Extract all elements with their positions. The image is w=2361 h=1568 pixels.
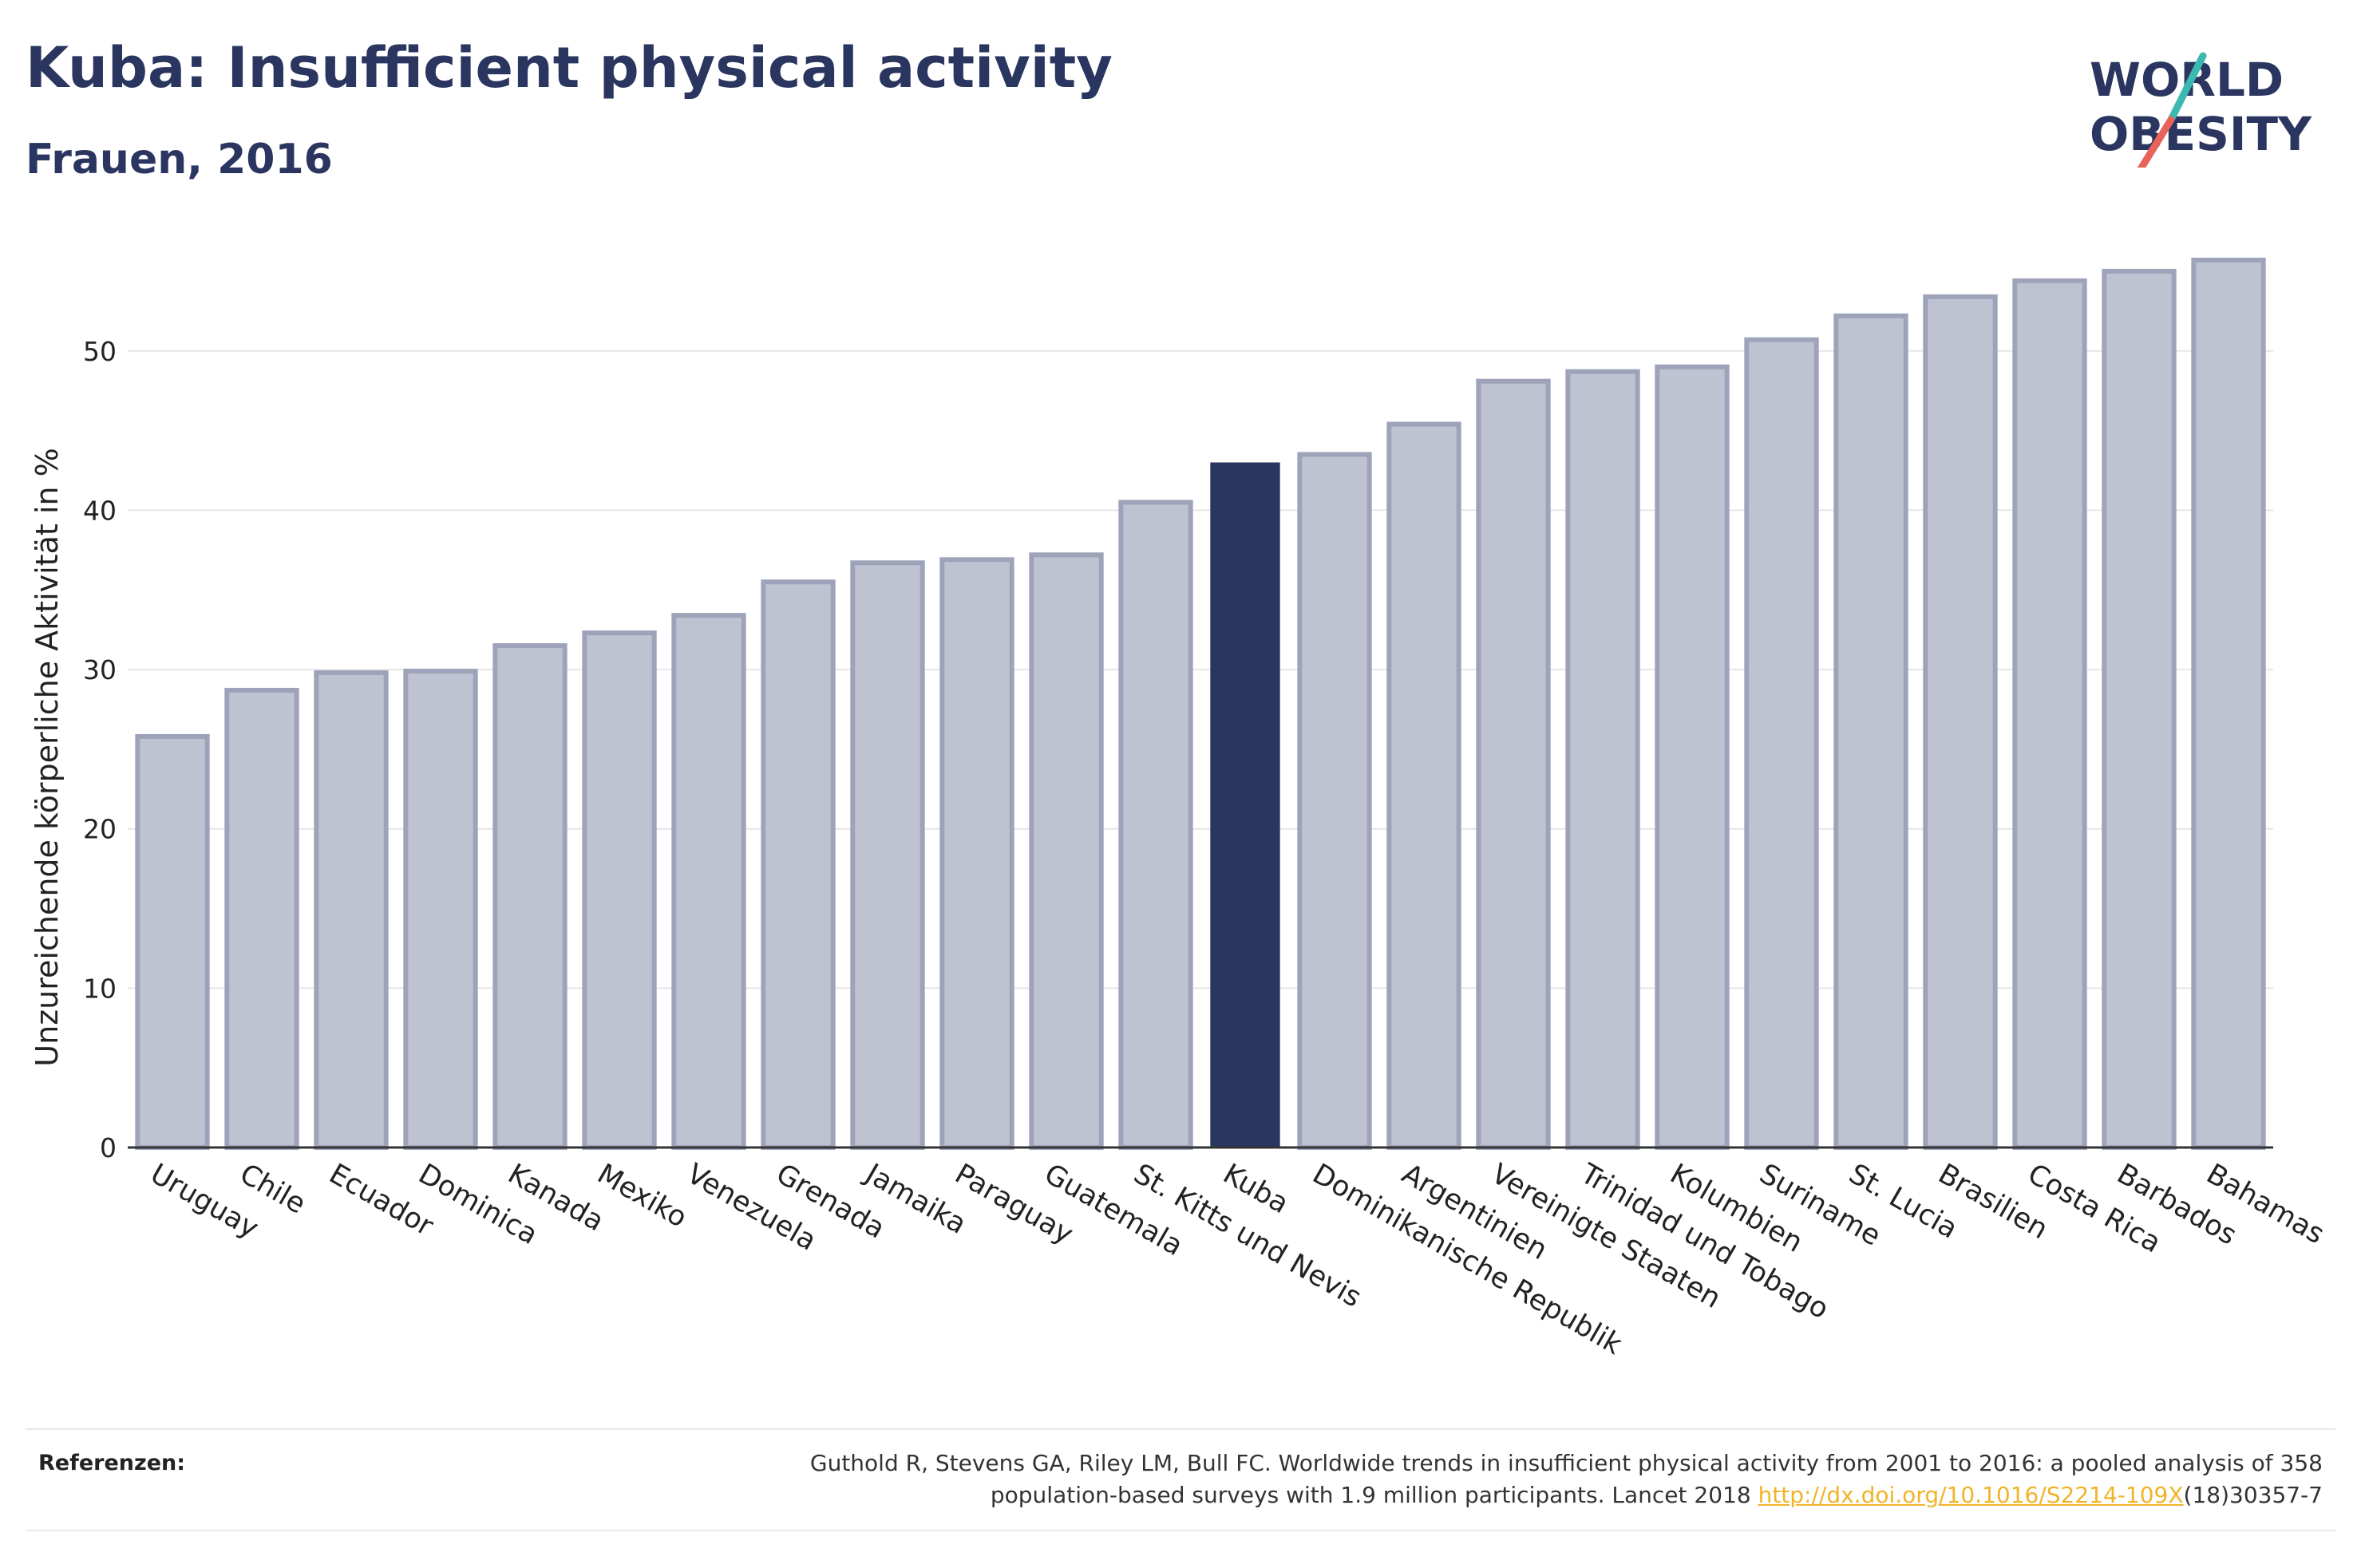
- bar: [582, 630, 657, 1150]
- bar: [1923, 294, 1998, 1151]
- bar: [1386, 421, 1461, 1150]
- bar: [135, 733, 210, 1150]
- bar: [2191, 257, 2266, 1151]
- bar: [1476, 378, 1551, 1150]
- bar: [1565, 369, 1640, 1150]
- y-axis-title: Unzureichende körperliche Aktivität in %: [30, 448, 65, 1066]
- world-obesity-logo: WORLD OBESITY: [2090, 52, 2312, 168]
- y-tick-label: 10: [83, 973, 117, 1004]
- bar: [761, 579, 836, 1150]
- bar: [939, 557, 1014, 1150]
- bars: [135, 257, 2266, 1151]
- logo-slash-red: [2137, 116, 2175, 168]
- logo-slash-teal: [2167, 52, 2207, 124]
- reference-citation-1: Guthold R, Stevens GA, Riley LM, Bull FC…: [809, 1450, 2323, 1476]
- references-label: Referenzen:: [38, 1451, 186, 1475]
- chart-title: Kuba: Insufficient physical activity: [26, 35, 1113, 101]
- bar-highlighted: [1210, 462, 1280, 1147]
- y-tick-label: 0: [100, 1132, 117, 1163]
- logo-text-world: WORLD: [2090, 53, 2284, 107]
- bar: [1744, 337, 1819, 1151]
- bar: [1297, 452, 1372, 1150]
- x-tick-label: Dominikanische Republik: [1307, 1158, 1628, 1361]
- y-tick-label: 20: [83, 814, 117, 845]
- bar: [850, 560, 925, 1150]
- y-tick-label: 30: [83, 654, 117, 685]
- bar: [1029, 552, 1104, 1150]
- bar: [2102, 268, 2177, 1150]
- bar: [1833, 313, 1908, 1151]
- logo-text-obesity: OBESITY: [2090, 107, 2312, 161]
- doi-link[interactable]: http://dx.doi.org/10.1016/S2214-109X: [1758, 1482, 2184, 1508]
- reference-citation-2: population-based surveys with 1.9 millio…: [990, 1482, 1758, 1508]
- bar: [403, 669, 478, 1150]
- bar: [314, 670, 389, 1150]
- bar: [492, 643, 568, 1150]
- bar: [1118, 500, 1193, 1150]
- references-text: Guthold R, Stevens GA, Riley LM, Bull FC…: [487, 1448, 2323, 1511]
- reference-citation-3: (18)30357-7: [2183, 1482, 2323, 1508]
- y-tick-label: 40: [83, 495, 117, 526]
- bar: [1655, 364, 1730, 1150]
- references-footer: Referenzen: Guthold R, Stevens GA, Riley…: [26, 1428, 2335, 1531]
- bar: [224, 688, 299, 1150]
- chart-subtitle: Frauen, 2016: [26, 136, 333, 184]
- x-tick-label: Mexiko: [592, 1158, 693, 1234]
- y-axis-ticks: 0 10 20 30 40 50: [83, 336, 117, 1163]
- gridlines: [128, 350, 2273, 989]
- bar: [671, 613, 746, 1150]
- y-tick-label: 50: [83, 336, 117, 367]
- bar: [2012, 278, 2087, 1150]
